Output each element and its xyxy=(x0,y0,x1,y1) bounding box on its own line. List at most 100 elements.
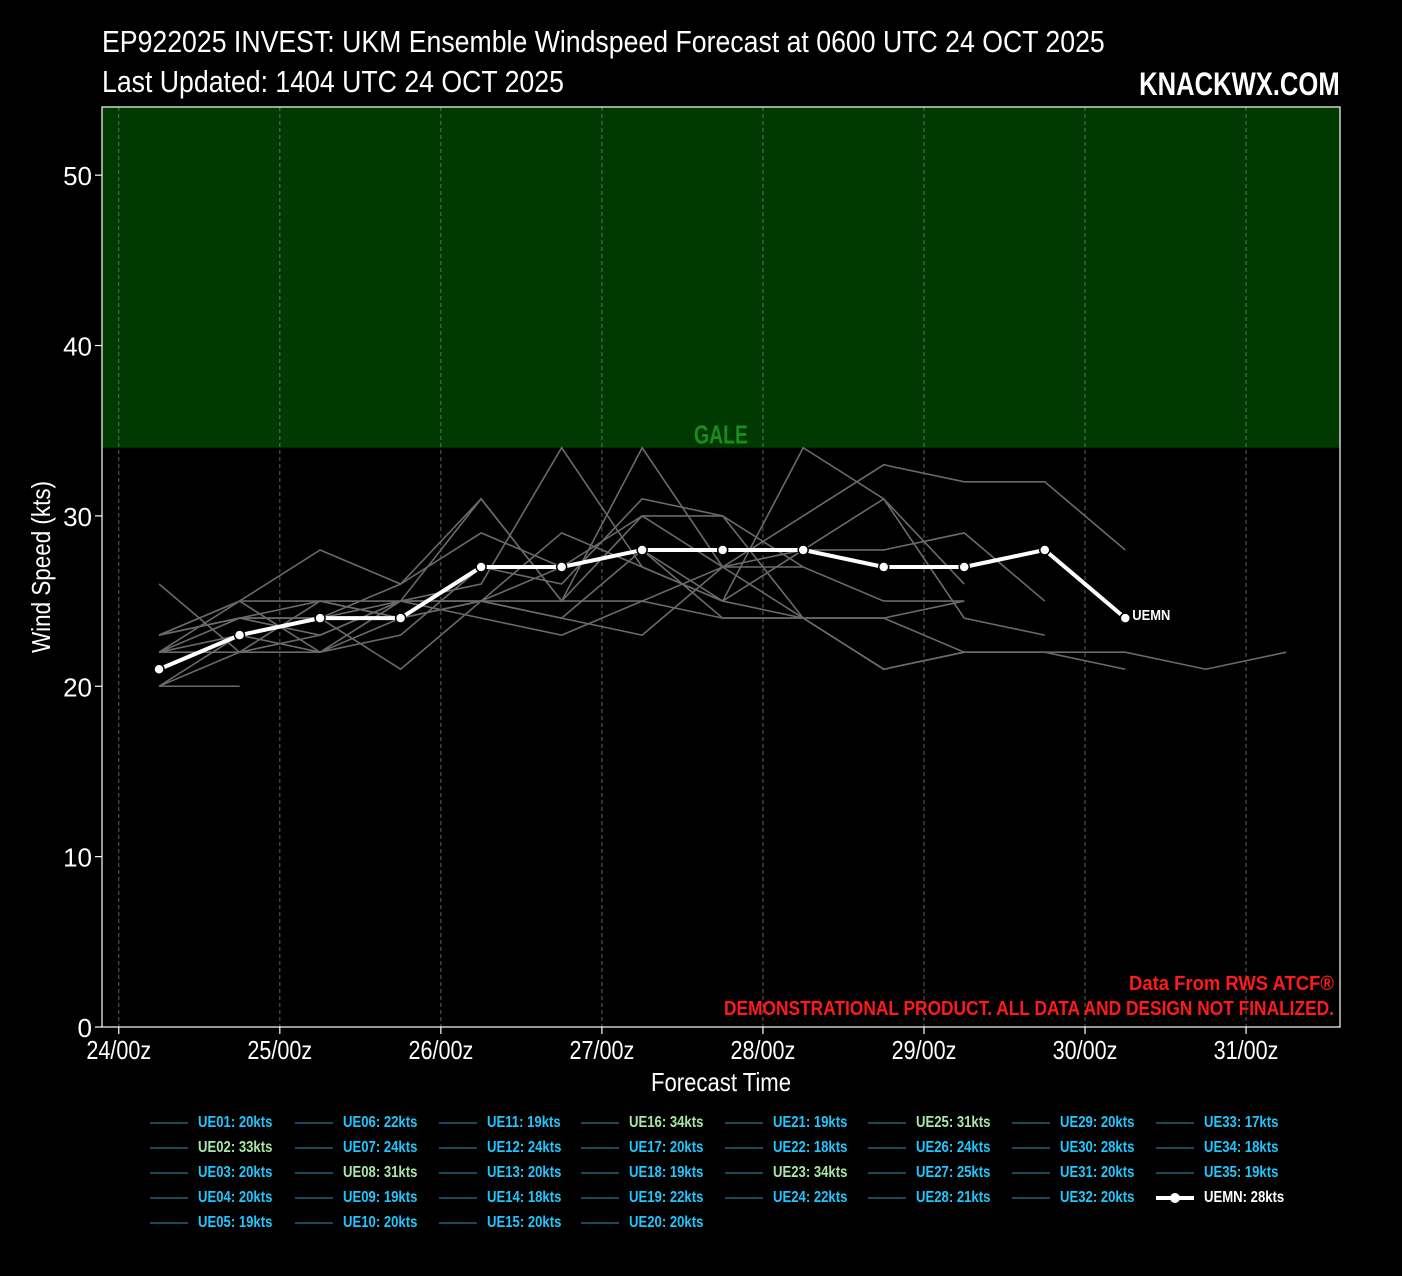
legend-label: UE23: 34kts xyxy=(773,1164,848,1181)
mean-point xyxy=(475,561,487,573)
legend-item: UE09: 19kts xyxy=(295,1187,434,1209)
legend-swatch xyxy=(439,1172,477,1174)
legend-swatch xyxy=(150,1122,188,1124)
legend-item: UE02: 33kts xyxy=(150,1137,289,1159)
legend-item: UE10: 20kts xyxy=(295,1212,434,1234)
mean-point xyxy=(797,544,809,556)
legend-swatch xyxy=(1012,1147,1050,1149)
legend-swatch xyxy=(581,1147,619,1149)
x-tick-label: 25/00z xyxy=(247,1035,312,1065)
legend-item: UE04: 20kts xyxy=(150,1187,289,1209)
legend-label: UE16: 34kts xyxy=(629,1114,704,1131)
legend-swatch xyxy=(150,1172,188,1174)
legend-swatch xyxy=(1012,1172,1050,1174)
brand-label: KNACKWX.COM xyxy=(1139,66,1340,102)
legend-item: UE20: 20kts xyxy=(581,1212,720,1234)
y-axis-label: Wind Speed (kts) xyxy=(26,481,56,653)
legend: UE01: 20kts UE02: 33kts UE03: 20kts UE04: 2… xyxy=(150,1112,1350,1242)
member-line-3 xyxy=(159,497,804,653)
x-tick-label: 28/00z xyxy=(731,1035,796,1065)
legend-swatch xyxy=(295,1222,333,1224)
y-tick-label: 30 xyxy=(63,502,92,532)
legend-item: UE34: 18kts xyxy=(1156,1137,1295,1159)
legend-label: UE04: 20kts xyxy=(198,1189,273,1206)
legend-swatch xyxy=(439,1147,477,1149)
legend-item: UE11: 19kts xyxy=(439,1112,577,1134)
source-note: Data From RWS ATCF® xyxy=(1129,973,1334,995)
mean-point xyxy=(1039,544,1051,556)
legend-swatch xyxy=(725,1122,763,1124)
legend-item: UE18: 19kts xyxy=(581,1162,720,1184)
legend-item: UE12: 24kts xyxy=(439,1137,578,1159)
mean-point xyxy=(394,612,407,624)
legend-swatch xyxy=(581,1197,619,1199)
legend-label: UE31: 20kts xyxy=(1060,1164,1135,1181)
legend-swatch xyxy=(725,1147,763,1149)
legend-item: UE15: 20kts xyxy=(439,1212,578,1234)
legend-item: UE21: 19kts xyxy=(725,1112,864,1134)
legend-label: UE17: 20kts xyxy=(629,1139,704,1156)
legend-item: UE23: 34kts xyxy=(725,1162,864,1184)
legend-swatch xyxy=(868,1197,906,1199)
legend-label: UE33: 17kts xyxy=(1204,1114,1279,1131)
legend-swatch xyxy=(150,1147,188,1149)
member-line-2 xyxy=(158,532,1046,637)
legend-item: UE14: 18kts xyxy=(439,1187,578,1209)
legend-swatch xyxy=(150,1222,188,1224)
legend-label: UE26: 24kts xyxy=(916,1139,991,1156)
mean-point xyxy=(636,544,648,556)
legend-swatch xyxy=(868,1147,906,1149)
legend-swatch xyxy=(295,1122,333,1124)
legend-label: UE14: 18kts xyxy=(487,1189,562,1206)
legend-label: UEMN: 28kts xyxy=(1204,1189,1285,1206)
legend-item: UE28: 21kts xyxy=(868,1187,1007,1209)
legend-item: UE29: 20kts xyxy=(1012,1112,1151,1134)
legend-item: UE22: 18kts xyxy=(725,1137,864,1159)
legend-swatch xyxy=(295,1147,333,1149)
legend-label: UE27: 25kts xyxy=(916,1164,991,1181)
legend-label: UE13: 20kts xyxy=(487,1164,562,1181)
legend-label: UE24: 22kts xyxy=(773,1189,848,1206)
legend-label: UE10: 20kts xyxy=(343,1214,418,1231)
plot-layer: GALE 24/00z 25/00z 26/00z 27/00z 28/00z 29/00z… xyxy=(26,106,1341,1097)
legend-label: UE02: 33kts xyxy=(198,1139,273,1156)
legend-swatch xyxy=(295,1172,333,1174)
legend-item: UE35: 19kts xyxy=(1156,1162,1295,1184)
gale-label: GALE xyxy=(694,420,748,450)
legend-label: UE07: 24kts xyxy=(343,1139,418,1156)
mean-end-label: UEMN xyxy=(1132,607,1170,624)
chart-subtitle: Last Updated: 1404 UTC 24 OCT 2025 xyxy=(102,64,564,99)
legend-item: UE30: 28kts xyxy=(1012,1137,1151,1159)
legend-swatch xyxy=(150,1197,188,1199)
legend-label: UE18: 19kts xyxy=(629,1164,704,1181)
legend-item: UE17: 20kts xyxy=(581,1137,720,1159)
x-tick-label: 26/00z xyxy=(408,1035,473,1065)
legend-swatch xyxy=(725,1172,763,1174)
x-tick-label: 30/00z xyxy=(1053,1035,1118,1065)
x-axis-label: Forecast Time xyxy=(651,1067,791,1097)
legend-swatch xyxy=(1156,1147,1194,1149)
legend-label: UE12: 24kts xyxy=(487,1139,562,1156)
mean-point xyxy=(716,544,729,556)
legend-item: UEMN: 28kts xyxy=(1156,1187,1302,1209)
legend-label: UE09: 19kts xyxy=(343,1189,418,1206)
x-tick-label: 29/00z xyxy=(892,1035,957,1065)
y-tick-label: 0 xyxy=(78,1013,92,1043)
y-tick-label: 40 xyxy=(63,332,92,362)
mean-point xyxy=(314,612,326,624)
legend-swatch xyxy=(1156,1122,1194,1124)
legend-label: UE06: 22kts xyxy=(343,1114,418,1131)
legend-swatch xyxy=(439,1122,477,1124)
y-tick-label: 50 xyxy=(63,161,92,191)
legend-swatch xyxy=(581,1122,619,1124)
legend-item: UE07: 24kts xyxy=(295,1137,434,1159)
legend-label: UE11: 19kts xyxy=(487,1114,561,1131)
legend-label: UE22: 18kts xyxy=(773,1139,848,1156)
legend-label: UE01: 20kts xyxy=(198,1114,273,1131)
y-tick-label: 10 xyxy=(63,843,92,873)
mean-point xyxy=(153,663,165,675)
mean-point xyxy=(233,629,246,641)
legend-item: UE08: 31kts xyxy=(295,1162,434,1184)
plot-frame xyxy=(101,106,1341,1028)
